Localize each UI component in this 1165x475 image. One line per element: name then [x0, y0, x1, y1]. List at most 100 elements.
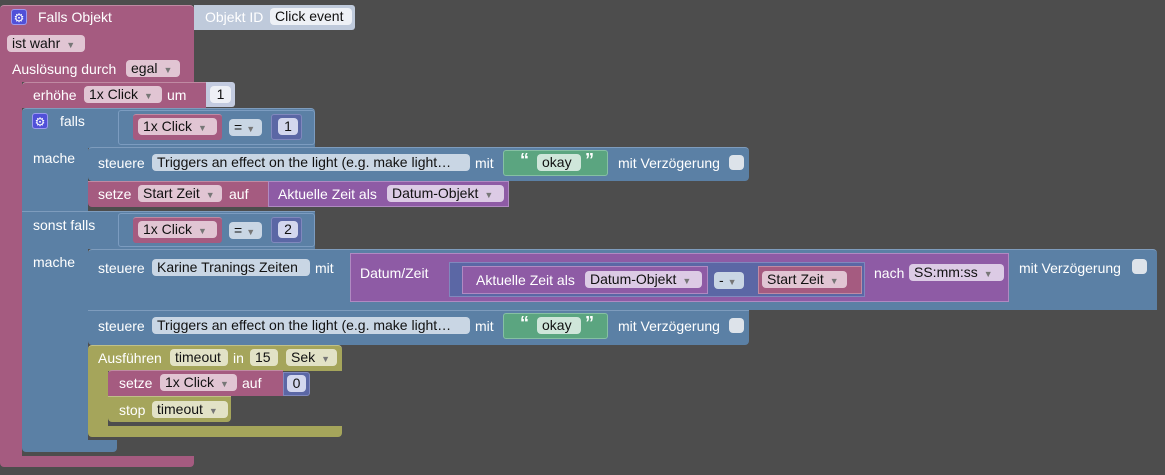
variable-value: 1x Click	[89, 86, 139, 102]
trigger-value: egal	[131, 60, 158, 76]
output-format-dropdown[interactable]: SS:mm:ss ▼	[909, 264, 1004, 281]
set-label: setze	[98, 186, 132, 202]
with-label: mit	[315, 260, 334, 276]
with-label: mit	[475, 318, 494, 334]
dropdown-arrow-icon: ▼	[682, 276, 692, 286]
variable-dropdown[interactable]: 1x Click ▼	[138, 221, 217, 238]
dropdown-arrow-icon: ▼	[246, 227, 256, 237]
trigger-block-bottom	[0, 456, 194, 467]
after-label: nach	[874, 265, 905, 281]
in-label: in	[233, 350, 244, 366]
variable-value: 1x Click	[143, 221, 193, 237]
format-value: Datum-Objekt	[590, 271, 677, 287]
object-id-label: Objekt ID	[205, 9, 264, 25]
dropdown-arrow-icon: ▼	[66, 40, 76, 50]
trigger-dropdown[interactable]: egal ▼	[126, 60, 180, 77]
if-block-column	[22, 146, 88, 446]
operator-value: =	[234, 119, 243, 135]
delay-label: mit Verzögerung	[618, 318, 720, 334]
dropdown-arrow-icon: ▼	[246, 124, 256, 134]
do-label: mache	[33, 150, 76, 166]
dropdown-arrow-icon: ▼	[829, 276, 839, 286]
operator-dropdown[interactable]: = ▼	[229, 119, 262, 136]
dropdown-arrow-icon: ▼	[484, 190, 494, 200]
variable-value: 1x Click	[143, 118, 193, 134]
increment-variable-dropdown[interactable]: 1x Click ▼	[84, 86, 162, 103]
variable-dropdown[interactable]: 1x Click ▼	[138, 118, 217, 135]
control-target-dropdown[interactable]: Karine Tranings Zeiten	[152, 259, 310, 276]
delay-checkbox[interactable]	[729, 155, 744, 170]
timeout-name-field[interactable]: timeout	[170, 349, 228, 366]
time-format-dropdown[interactable]: Datum-Objekt ▼	[387, 185, 504, 202]
format-value: Datum-Objekt	[392, 185, 479, 201]
dropdown-arrow-icon: ▼	[983, 269, 993, 279]
current-time-label: Aktuelle Zeit als	[278, 186, 377, 202]
set-variable-dropdown[interactable]: 1x Click ▼	[160, 374, 237, 391]
number-field[interactable]: 1	[278, 118, 298, 135]
control-label: steuere	[98, 155, 145, 171]
to-label: auf	[242, 375, 262, 391]
quote-close: ”	[585, 313, 594, 333]
stop-label: stop	[119, 402, 146, 418]
gear-icon[interactable]: ⚙	[32, 113, 48, 129]
quote-open: “	[520, 313, 529, 333]
control-target-dropdown[interactable]: Triggers an effect on the light (e.g. ma…	[152, 154, 470, 171]
timeout-unit-dropdown[interactable]: Sek ▼	[286, 349, 337, 366]
trigger-title: Falls Objekt	[38, 9, 112, 25]
object-id-field[interactable]: Click event	[270, 8, 352, 25]
unit-value: Sek	[291, 349, 316, 365]
variable-value: Start Zeit	[143, 185, 200, 201]
dropdown-arrow-icon: ▼	[163, 65, 173, 75]
condition-dropdown[interactable]: ist wahr ▼	[7, 35, 85, 52]
if-block-bottom	[22, 440, 117, 452]
with-label: mit	[475, 155, 494, 171]
variable-dropdown[interactable]: Start Zeit ▼	[762, 271, 847, 288]
delay-label: mit Verzögerung	[1019, 260, 1121, 276]
control-label: steuere	[98, 260, 145, 276]
dropdown-arrow-icon: ▼	[144, 91, 153, 101]
variable-value: 1x Click	[165, 374, 215, 390]
time-format-dropdown[interactable]: Datum-Objekt ▼	[585, 271, 702, 288]
trigger-block-column	[0, 80, 22, 460]
dropdown-arrow-icon: ▼	[198, 226, 207, 236]
condition-value: ist wahr	[12, 35, 61, 51]
number-field[interactable]: 2	[278, 221, 298, 238]
arithmetic-operator-dropdown[interactable]: - ▼	[714, 272, 744, 289]
increment-by-label: um	[167, 87, 187, 103]
elseif-label: sonst falls	[33, 217, 96, 233]
operator-value: =	[234, 222, 243, 238]
timeout-block-bottom	[88, 426, 342, 437]
increment-amount-field[interactable]: 1	[210, 86, 231, 103]
dropdown-arrow-icon: ▼	[198, 123, 207, 133]
dropdown-arrow-icon: ▼	[727, 277, 737, 287]
delay-checkbox[interactable]	[729, 318, 744, 333]
variable-value: Start Zeit	[767, 271, 824, 287]
timeout-name-value: timeout	[157, 401, 203, 417]
current-time-label: Aktuelle Zeit als	[476, 272, 575, 288]
delay-label: mit Verzögerung	[618, 155, 720, 171]
delay-checkbox[interactable]	[1132, 259, 1147, 274]
text-field[interactable]: okay	[537, 317, 581, 334]
operator-dropdown[interactable]: = ▼	[229, 222, 262, 239]
dropdown-arrow-icon: ▼	[205, 190, 215, 200]
quote-open: “	[520, 150, 529, 170]
number-field[interactable]: 0	[287, 375, 306, 392]
increment-label: erhöhe	[33, 87, 77, 103]
timeout-label: Ausführen	[98, 350, 162, 366]
stop-timeout-dropdown[interactable]: timeout ▼	[152, 401, 228, 418]
set-label: setze	[119, 375, 153, 391]
dropdown-arrow-icon: ▼	[220, 379, 229, 389]
set-variable-dropdown[interactable]: Start Zeit ▼	[138, 185, 222, 202]
timeout-block-column	[88, 370, 108, 430]
do-label: mache	[33, 254, 76, 270]
operator-value: -	[719, 272, 724, 288]
datetime-label: Datum/Zeit	[360, 265, 429, 281]
gear-icon[interactable]: ⚙	[11, 9, 27, 25]
control-label: steuere	[98, 318, 145, 334]
text-field[interactable]: okay	[537, 154, 581, 171]
control-target-dropdown[interactable]: Triggers an effect on the light (e.g. ma…	[152, 317, 470, 334]
trigger-label: Auslösung durch	[12, 61, 117, 77]
if-label: falls	[60, 113, 85, 129]
format-value: SS:mm:ss	[914, 264, 978, 280]
timeout-value-field[interactable]: 15	[250, 349, 278, 366]
